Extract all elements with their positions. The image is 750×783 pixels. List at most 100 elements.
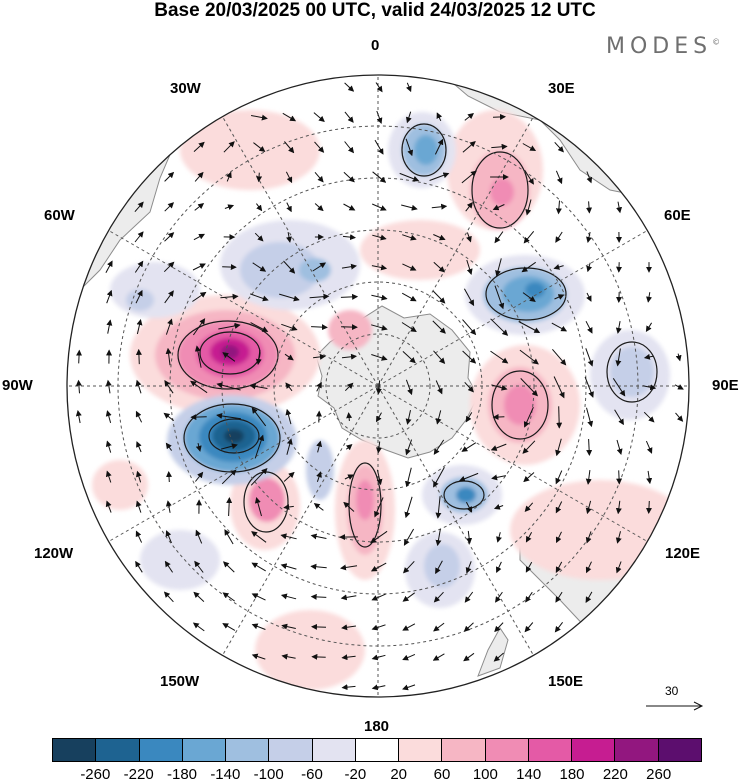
wind-vector	[251, 531, 267, 543]
wind-vector	[376, 469, 383, 486]
wind-vector	[251, 562, 266, 572]
wind-vector	[346, 412, 353, 421]
wind-vector	[311, 623, 327, 630]
wind-vector	[493, 652, 504, 662]
reference-vector-arrow	[646, 701, 704, 711]
wind-vector	[432, 320, 446, 334]
wind-vector	[494, 285, 505, 310]
colorbar-swatch	[615, 739, 659, 761]
wind-vector	[520, 378, 538, 397]
wind-vector	[340, 293, 359, 300]
colorbar-tick-label: -260	[80, 766, 111, 783]
wind-vector	[584, 376, 594, 398]
wind-vector	[251, 593, 266, 601]
wind-vector	[491, 474, 506, 481]
wind-vector	[554, 141, 564, 153]
colorbar	[52, 738, 702, 762]
wind-vector	[345, 444, 353, 451]
colorbar-swatch	[442, 739, 486, 761]
wind-vector	[555, 561, 563, 573]
wind-vector	[375, 82, 383, 93]
wind-vector	[221, 469, 237, 485]
wind-vector	[344, 382, 354, 392]
wind-vector	[134, 231, 144, 243]
wind-vector	[341, 353, 357, 360]
wind-vector	[494, 231, 504, 244]
wind-vector	[616, 470, 623, 485]
wind-vector	[614, 409, 624, 426]
wind-vector	[164, 202, 175, 212]
wind-vector	[314, 141, 325, 153]
wind-vector	[105, 379, 112, 394]
wind-vector	[433, 234, 446, 241]
wind-vector	[106, 319, 113, 334]
wind-vector	[284, 353, 294, 361]
wind-vector	[433, 350, 446, 364]
wind-vector	[519, 349, 539, 365]
wind-vector	[344, 111, 354, 123]
wind-vector	[216, 412, 241, 420]
wind-vector	[554, 621, 563, 633]
wind-vector	[372, 234, 387, 241]
wind-vector	[370, 562, 387, 572]
wind-vector	[402, 684, 416, 691]
graticule	[67, 75, 689, 697]
label-lon-90e: 90E	[712, 377, 739, 394]
wind-vector	[281, 623, 296, 630]
wind-vector	[464, 381, 474, 393]
wind-vector	[280, 563, 297, 570]
wind-vector	[433, 591, 444, 603]
wind-vector	[343, 501, 355, 512]
wind-vector	[586, 292, 592, 302]
wind-vector	[371, 593, 386, 601]
wind-vector	[226, 497, 233, 517]
wind-vector	[399, 172, 420, 182]
wind-vector	[105, 410, 112, 424]
wind-vector	[343, 171, 355, 183]
wind-vector	[404, 496, 413, 519]
wind-vector	[555, 438, 562, 457]
wind-vector	[286, 232, 292, 243]
wind-vector	[674, 384, 684, 390]
wind-vector	[371, 654, 386, 661]
wind-vector	[401, 204, 418, 211]
wind-vector	[646, 470, 653, 485]
wind-vector	[435, 528, 442, 547]
wind-vector	[280, 533, 297, 540]
wind-vector	[216, 382, 241, 391]
wind-vector	[402, 351, 416, 364]
wind-vector	[615, 561, 622, 574]
wind-vector	[405, 379, 413, 396]
wind-vector	[458, 472, 479, 482]
wind-vector	[316, 381, 322, 392]
colorbar-tick-label: -100	[253, 766, 284, 783]
wind-vector	[135, 379, 142, 394]
wind-vector	[370, 530, 388, 544]
wind-vector	[105, 470, 112, 483]
wind-vector	[340, 564, 358, 571]
wind-vector	[164, 232, 175, 242]
wind-vector	[494, 622, 504, 633]
colorbar-tick-label: -20	[344, 766, 367, 783]
wind-vector	[371, 324, 388, 331]
wind-vector	[490, 318, 509, 336]
wind-vector	[585, 320, 593, 334]
wind-vector	[281, 653, 296, 660]
colorbar-tick-label: -60	[301, 766, 323, 783]
colorbar-swatch	[269, 739, 313, 761]
wind-vector	[496, 532, 502, 543]
colorbar-swatch	[53, 739, 97, 761]
meridian-line	[108, 385, 379, 542]
wind-vector	[165, 347, 172, 366]
wind-vector	[193, 233, 205, 241]
map-title: Base 20/03/2025 00 UTC, valid 24/03/2025…	[154, 0, 596, 21]
wind-vector	[282, 112, 297, 122]
wind-vector	[192, 291, 207, 302]
wind-vector	[75, 379, 82, 394]
wind-vector	[555, 501, 563, 514]
wind-vector	[75, 410, 82, 424]
wind-vector	[555, 170, 563, 185]
wind-vector	[105, 500, 112, 513]
wind-vector	[404, 467, 412, 488]
colorbar-tick-label: 260	[646, 766, 672, 783]
